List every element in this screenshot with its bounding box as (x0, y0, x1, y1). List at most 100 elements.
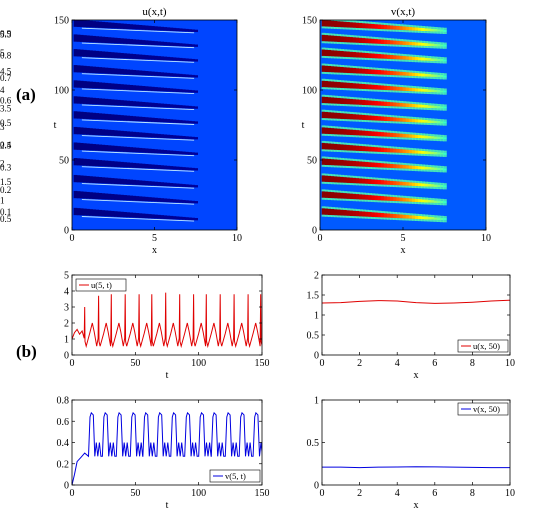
heatmap-cell (337, 128, 341, 135)
heatmap-cell (411, 56, 416, 61)
heatmap-cell (141, 180, 146, 186)
heatmap-cell (436, 108, 441, 111)
heatmap-cell (405, 70, 410, 73)
heatmap-cell (141, 196, 146, 202)
heatmap-v: 0.10.20.30.40.50.60.70.80.90 5 10050100150… (0, 6, 491, 256)
heatmap-cell (178, 89, 183, 93)
colorbar-tick-label: 5.5 (0, 30, 12, 40)
heatmap-cell (340, 128, 345, 135)
heatmap-cell (362, 144, 366, 147)
heatmap-cell (355, 145, 360, 151)
heatmap-cell (427, 138, 432, 141)
heatmap-cell (383, 145, 388, 148)
heatmap-cell (433, 103, 438, 106)
heatmap-cell (396, 201, 401, 204)
heatmap-cell (439, 134, 444, 137)
heatmap-cell (349, 113, 354, 120)
x-tick-label: 8 (470, 488, 475, 499)
heatmap-cell (359, 178, 363, 184)
heatmap-cell (396, 102, 401, 107)
heatmap-cell (327, 125, 332, 128)
heatmap-cell (399, 59, 404, 62)
heatmap-cell (346, 34, 351, 37)
heatmap-cell (415, 186, 419, 189)
heatmap-cell (439, 92, 444, 95)
heatmap-cell (380, 74, 385, 77)
heatmap-cell (324, 206, 329, 209)
heatmap-cell (141, 148, 146, 153)
heatmap-cell (334, 20, 338, 21)
heatmap-cell (86, 175, 90, 183)
heatmap-cell (421, 219, 425, 222)
heatmap-cell (86, 66, 90, 73)
heatmap-cell (380, 43, 385, 46)
heatmap-cell (178, 199, 183, 203)
heatmap-cell (147, 102, 152, 107)
heatmap-cell (377, 89, 382, 92)
heatmap-cell (110, 52, 115, 58)
heatmap-cell (175, 166, 180, 170)
heatmap-cell (421, 122, 425, 125)
heatmap-cell (178, 28, 183, 32)
heatmap-cell (365, 176, 369, 179)
heatmap-cell (175, 57, 180, 61)
heatmap-cell (73, 111, 78, 119)
heatmap-cell (98, 144, 103, 151)
heatmap-cell (418, 215, 422, 220)
heatmap-cell (418, 40, 422, 43)
heatmap-cell (377, 53, 382, 59)
heatmap-cell (334, 110, 338, 113)
heatmap-cell (396, 146, 401, 149)
heatmap-cell (433, 89, 438, 93)
heatmap-cell (327, 112, 332, 119)
heatmap-cell (433, 123, 438, 126)
legend: v(x, 50) (457, 402, 509, 416)
heatmap-cell (424, 71, 429, 74)
heatmap-cell (427, 105, 432, 109)
heatmap-cell (421, 202, 425, 205)
heatmap-cell (362, 161, 366, 167)
heatmap-cell (405, 107, 410, 109)
heatmap-cell (439, 108, 444, 111)
heatmap-cell (86, 159, 90, 166)
heatmap-cell (383, 211, 388, 214)
heatmap-cell (175, 88, 180, 93)
heatmap-cell (352, 160, 357, 167)
heatmap-cell (415, 104, 419, 108)
heatmap-cell (380, 211, 385, 214)
heatmap-cell (321, 103, 326, 106)
heatmap-cell (418, 202, 422, 205)
heatmap-cell (399, 214, 404, 219)
heatmap-cell (424, 135, 429, 139)
heatmap-cell (362, 112, 366, 115)
heatmap-cell (337, 198, 341, 201)
heatmap-cell (396, 84, 401, 87)
heatmap-cell (327, 134, 332, 137)
heatmap-cell (349, 158, 354, 161)
heatmap-cell (421, 31, 425, 33)
heatmap-cell (76, 96, 81, 104)
heatmap-cell (340, 111, 345, 114)
heatmap-cell (396, 121, 401, 124)
heatmap-cell (355, 178, 360, 184)
heatmap-cell (126, 146, 130, 153)
heatmap-cell (324, 175, 329, 182)
heatmap-cell (374, 53, 379, 59)
heatmap-cell (132, 101, 137, 107)
heatmap-cell (359, 151, 363, 154)
heatmap-cell (178, 105, 183, 109)
heatmap-cell (380, 99, 385, 102)
heatmap-cell (349, 175, 354, 178)
heatmap-cell (76, 127, 81, 135)
heatmap-cell (359, 209, 363, 212)
heatmap-cell (346, 119, 351, 122)
heatmap-cell (411, 70, 416, 73)
heatmap-cell (89, 112, 93, 120)
heatmap-cell (433, 200, 438, 203)
heatmap-stripe (73, 158, 198, 172)
heatmap-cell (330, 110, 335, 113)
heatmap-cell (116, 68, 121, 75)
heatmap-cell (396, 55, 401, 60)
heatmap-cell (430, 219, 435, 222)
heatmap-cell (377, 120, 382, 123)
